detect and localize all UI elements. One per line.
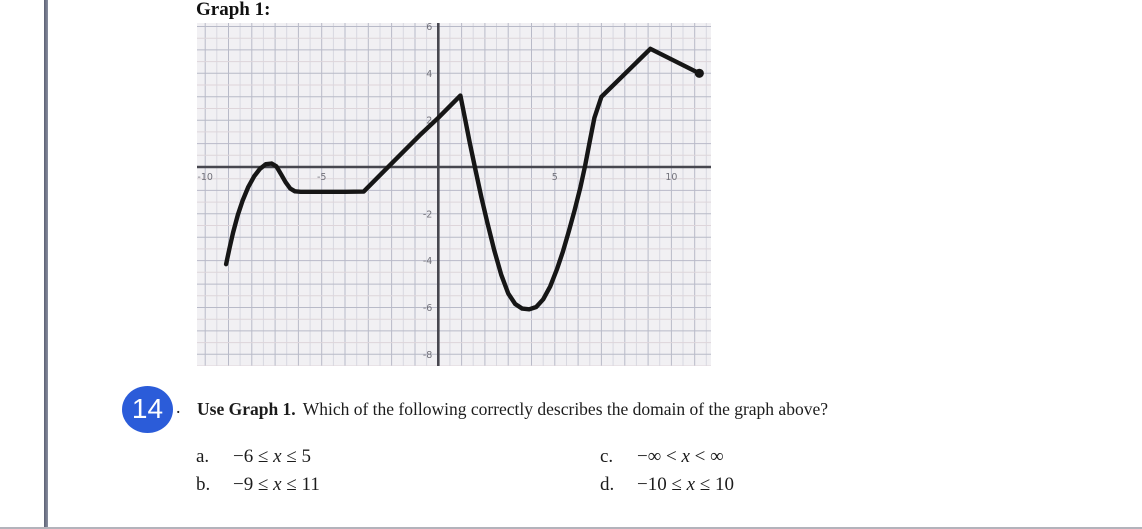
expr-pre: −10 ≤: [637, 474, 687, 495]
answer-column-left: a. −6 ≤ x ≤ 5 b. −9 ≤ x ≤ 11: [196, 446, 320, 502]
axes: [197, 23, 711, 366]
bottom-rule: [0, 527, 1142, 529]
grid-lines: [197, 23, 711, 366]
answer-letter-a: a.: [196, 446, 210, 467]
graph-title: Graph 1:: [196, 0, 271, 20]
svg-text:-5: -5: [317, 172, 326, 183]
question-number-period: .: [176, 397, 181, 417]
svg-text:4: 4: [426, 69, 432, 80]
expr-pre: −9 ≤: [233, 474, 274, 495]
question-body: Which of the following correctly describ…: [302, 399, 828, 419]
expr-var: x: [681, 446, 690, 467]
answer-option-c: c. −∞ < x < ∞: [600, 446, 734, 474]
expr-pre: −6 ≤: [233, 446, 274, 467]
svg-text:10: 10: [665, 172, 677, 183]
answer-option-d: d. −10 ≤ x ≤ 10: [600, 474, 734, 502]
expr-var: x: [273, 446, 282, 467]
svg-text:-4: -4: [423, 256, 432, 267]
svg-text:-10: -10: [197, 172, 213, 183]
answer-expression-a: −6 ≤ x ≤ 5: [233, 446, 311, 468]
expr-var: x: [686, 474, 696, 495]
expr-pre: −∞ <: [637, 446, 682, 467]
svg-text:2: 2: [426, 116, 432, 127]
answer-expression-c: −∞ < x < ∞: [637, 446, 724, 468]
answer-expression-d: −10 ≤ x ≤ 10: [637, 474, 734, 496]
question-text: Use Graph 1. Which of the following corre…: [197, 399, 1097, 420]
answer-letter-c: c.: [600, 446, 614, 467]
svg-text:-6: -6: [423, 303, 432, 314]
answer-expression-b: −9 ≤ x ≤ 11: [233, 474, 320, 496]
page-edge-rule: [44, 0, 48, 529]
expr-post: < ∞: [689, 446, 724, 467]
expr-post: ≤ 11: [281, 474, 320, 495]
answer-letter-b: b.: [196, 474, 211, 495]
svg-text:-2: -2: [423, 209, 432, 220]
expr-post: ≤ 5: [281, 446, 312, 467]
question-lead: Use Graph 1.: [197, 399, 296, 419]
curve: [223, 46, 702, 312]
question-number: 14: [131, 392, 164, 424]
answer-column-right: c. −∞ < x < ∞ d. −10 ≤ x ≤ 10: [600, 446, 734, 502]
graph-figure: -10 -5 5 10 6 4 2 -2 -4 -6 -8: [197, 23, 711, 366]
svg-text:-8: -8: [423, 350, 432, 361]
curve-endpoint-dot: [694, 68, 704, 78]
question-number-badge: 14: [122, 386, 173, 433]
svg-text:6: 6: [426, 23, 432, 33]
svg-text:5: 5: [552, 172, 558, 183]
answer-option-a: a. −6 ≤ x ≤ 5: [196, 446, 320, 474]
answer-letter-d: d.: [600, 474, 615, 495]
expr-post: ≤ 10: [695, 474, 735, 495]
answer-option-b: b. −9 ≤ x ≤ 11: [196, 474, 320, 502]
axis-tick-labels: -10 -5 5 10 6 4 2 -2 -4 -6 -8: [197, 23, 677, 361]
expr-var: x: [273, 474, 282, 495]
graph-svg: -10 -5 5 10 6 4 2 -2 -4 -6 -8: [197, 23, 711, 366]
